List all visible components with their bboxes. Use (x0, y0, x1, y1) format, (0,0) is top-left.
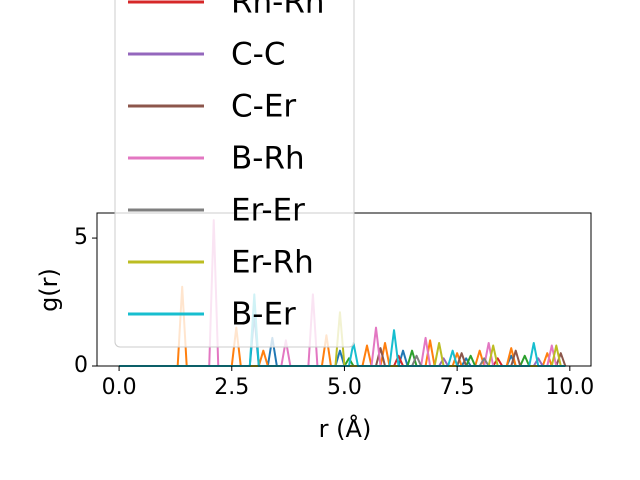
legend-label: Rh-Rh (231, 0, 325, 21)
legend-label: C-C (231, 37, 285, 73)
y-tick-label: 5 (74, 225, 88, 250)
x-tick-label: 0.0 (102, 375, 137, 400)
legend-box (114, 0, 355, 348)
y-tick-label: 0 (74, 353, 88, 378)
legend-label: B-Er (231, 297, 296, 333)
y-axis-label: g(r) (35, 268, 63, 312)
x-tick-label: 5.0 (327, 375, 362, 400)
legend-label: C-Er (231, 89, 296, 125)
data-line (119, 285, 566, 367)
legend-label: Er-Rh (231, 245, 314, 281)
x-tick-label: 7.5 (440, 375, 475, 400)
x-axis-label: r (Å) (319, 414, 372, 443)
legend-label: B-Rh (231, 141, 305, 177)
x-tick-label: 2.5 (214, 375, 249, 400)
x-tick-label: 10.0 (545, 375, 594, 400)
legend-label: Er-Er (231, 193, 305, 229)
legend: Rh-Rh C-C C-Er B-Rh Er-Er Er-Rh B-Er (114, 0, 355, 348)
